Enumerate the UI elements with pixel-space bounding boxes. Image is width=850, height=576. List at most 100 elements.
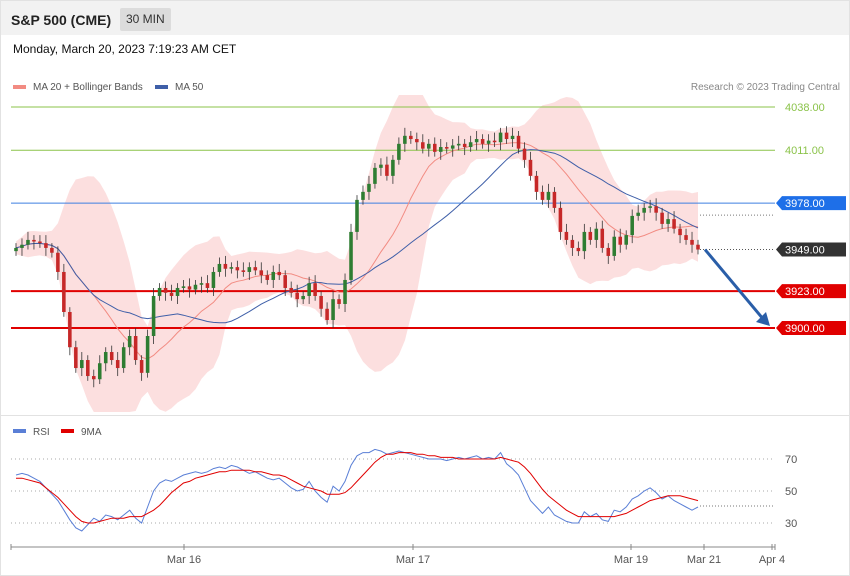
candle-body xyxy=(355,199,359,232)
candle-body xyxy=(528,159,533,176)
level-label: 4038.00 xyxy=(785,102,825,114)
rsi-line xyxy=(15,448,699,532)
candle-body xyxy=(415,139,419,143)
candle-body xyxy=(121,347,126,369)
candle-body xyxy=(576,247,581,252)
level-label-bg xyxy=(776,242,846,257)
credit-text: Research © 2023 Trading Central xyxy=(691,82,840,93)
candle-body xyxy=(74,347,78,369)
candle-body xyxy=(343,279,347,304)
candle-body xyxy=(97,363,102,380)
timeframe-badge[interactable]: 30 MIN xyxy=(120,8,171,31)
candle-body xyxy=(696,244,700,250)
candle-body xyxy=(582,231,587,252)
candle-body xyxy=(552,191,557,208)
candle-body xyxy=(175,287,180,296)
candle-body xyxy=(660,212,664,224)
candle-body xyxy=(361,191,365,200)
price-legend: MA 20 + Bollinger Bands MA 50 xyxy=(13,82,204,93)
chart-header: S&P 500 (CME) 30 MIN xyxy=(1,1,849,35)
candle-body xyxy=(181,286,186,288)
candle-body xyxy=(672,219,676,229)
candle-body xyxy=(277,271,282,276)
candle-body xyxy=(20,244,24,248)
bollinger-fill xyxy=(16,95,698,412)
candle-body xyxy=(391,159,395,176)
candle-body xyxy=(115,360,120,369)
candle-body xyxy=(409,135,413,140)
level-label-bg xyxy=(776,284,846,299)
arrow-head xyxy=(756,312,770,326)
rsi-tick-label: 70 xyxy=(785,454,797,466)
level-label-bg xyxy=(776,196,846,211)
candle-body xyxy=(139,360,144,373)
candle-body xyxy=(91,376,96,380)
candle-body xyxy=(163,287,168,293)
candlesticks xyxy=(14,126,700,388)
candle-body xyxy=(606,247,611,256)
candle-body xyxy=(247,267,252,272)
ma50-line xyxy=(15,149,699,324)
candle-body xyxy=(199,283,204,285)
candle-body xyxy=(289,287,293,293)
candle-body xyxy=(103,352,108,364)
candle-body xyxy=(588,231,593,240)
candle-body xyxy=(678,228,682,236)
candle-body xyxy=(109,352,114,361)
rsi-tick-label: 30 xyxy=(785,518,797,530)
candle-body xyxy=(510,135,515,140)
candle-body xyxy=(648,206,652,208)
candle-body xyxy=(265,275,270,280)
candle-body xyxy=(570,239,575,248)
candle-body xyxy=(427,143,431,149)
rsi-legend-swatch xyxy=(13,429,26,433)
candle-body xyxy=(690,239,694,245)
candle-body xyxy=(600,228,605,248)
candle-body xyxy=(432,143,437,152)
candle-body xyxy=(684,235,688,240)
candle-body xyxy=(241,270,246,272)
candle-body xyxy=(80,360,84,369)
level-label-bg xyxy=(776,321,846,335)
candle-body xyxy=(379,164,383,168)
rsi-panel: 70 50 30 xyxy=(11,448,797,532)
candle-body xyxy=(421,142,425,149)
time-tick-label: Apr 4 xyxy=(759,554,785,566)
time-tick-label: Mar 19 xyxy=(614,554,648,566)
candle-body xyxy=(56,252,60,272)
candle-body xyxy=(636,212,640,216)
candle-body xyxy=(450,145,455,149)
candle-body xyxy=(373,167,377,184)
candle-body xyxy=(564,231,569,240)
candle-body xyxy=(301,295,305,300)
arrow-shaft xyxy=(703,248,766,321)
candle-body xyxy=(157,287,162,296)
candle-body xyxy=(253,267,258,271)
candle-body xyxy=(397,143,401,160)
candle-body xyxy=(319,295,323,309)
forecast-arrow xyxy=(703,248,770,326)
candle-body xyxy=(169,292,174,296)
candle-body xyxy=(444,147,449,149)
candle-body xyxy=(403,135,407,144)
rsi-legend: RSI 9MA xyxy=(13,427,102,438)
candle-body xyxy=(486,140,491,144)
time-axis: Mar 16 Mar 17 Mar 19 Mar 21 Apr 4 xyxy=(10,544,785,566)
candle-body xyxy=(26,239,30,245)
candle-body xyxy=(133,336,138,361)
candle-body xyxy=(462,143,467,148)
rsi-legend-label: RSI xyxy=(33,427,50,438)
candle-body xyxy=(385,164,389,176)
candle-body xyxy=(211,271,216,288)
candle-body xyxy=(271,271,276,280)
candle-body xyxy=(522,148,527,160)
rsi-ma-line xyxy=(16,452,699,524)
candle-body xyxy=(337,299,341,304)
candle-body xyxy=(86,360,90,377)
candle-body xyxy=(480,139,485,144)
candle-body xyxy=(492,140,497,143)
candle-body xyxy=(50,247,54,253)
candle-body xyxy=(516,135,521,149)
legend-swatch xyxy=(13,85,26,89)
candle-body xyxy=(187,286,192,290)
